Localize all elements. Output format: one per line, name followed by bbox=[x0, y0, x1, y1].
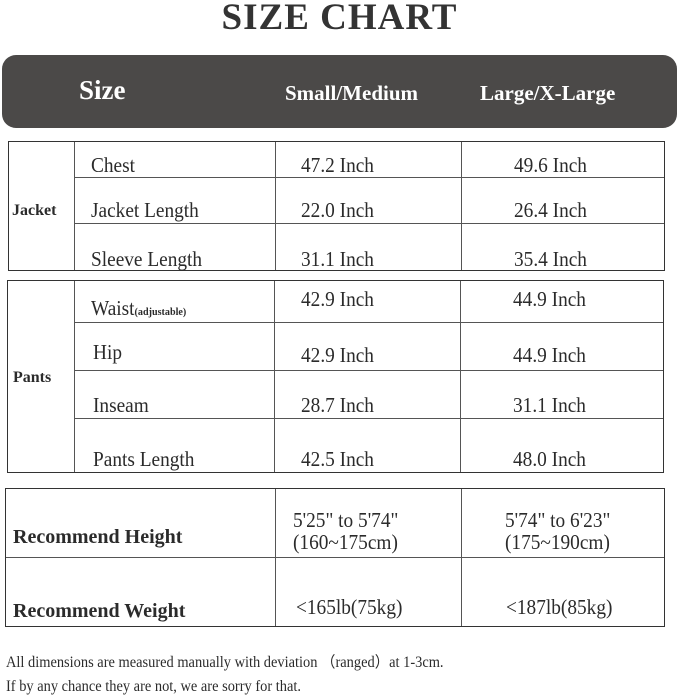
page-title: SIZE CHART bbox=[221, 0, 458, 38]
category-jacket: Jacket bbox=[12, 202, 57, 219]
value-cell: 5'25" to 5'74" bbox=[293, 508, 399, 532]
row-label: Inseam bbox=[93, 393, 149, 417]
recommend-height-label: Recommend Height bbox=[13, 526, 183, 548]
value-cell: 49.6 Inch bbox=[514, 153, 587, 177]
waist-label: Waist bbox=[91, 296, 135, 320]
value-cell: 42.5 Inch bbox=[301, 447, 374, 471]
row-label: Pants Length bbox=[93, 447, 195, 471]
value-cell: 31.1 Inch bbox=[301, 247, 374, 271]
row-label: Waist(adjustable) bbox=[91, 296, 186, 321]
value-cell: 42.9 Inch bbox=[301, 343, 374, 367]
row-label: Hip bbox=[93, 340, 122, 364]
value-cell: 48.0 Inch bbox=[513, 447, 586, 471]
value-cell: <187lb(85kg) bbox=[506, 595, 613, 619]
value-cell: 5'74" to 6'23" bbox=[505, 508, 611, 532]
waist-note: (adjustable) bbox=[134, 306, 187, 318]
recommend-weight-label: Recommend Weight bbox=[13, 600, 186, 622]
header-size: Size bbox=[79, 75, 126, 105]
value-cell: 22.0 Inch bbox=[301, 198, 374, 222]
value-cell: (160~175cm) bbox=[293, 530, 398, 554]
row-label: Chest bbox=[91, 153, 136, 177]
footer-note-1: All dimensions are measured manually wit… bbox=[6, 654, 444, 671]
value-cell: (175~190cm) bbox=[505, 530, 610, 554]
footer-note-2: If by any chance they are not, we are so… bbox=[6, 678, 301, 695]
value-cell: 35.4 Inch bbox=[514, 247, 587, 271]
row-label: Jacket Length bbox=[91, 198, 199, 222]
value-cell: 47.2 Inch bbox=[301, 153, 374, 177]
header-large-xlarge: Large/X-Large bbox=[480, 81, 616, 105]
value-cell: 44.9 Inch bbox=[513, 287, 586, 311]
jacket-table: Jacket Chest 47.2 Inch 49.6 Inch Jacket … bbox=[8, 141, 665, 271]
category-pants: Pants bbox=[13, 369, 52, 386]
pants-table: Pants Waist(adjustable) 42.9 Inch 44.9 I… bbox=[7, 280, 664, 473]
recommend-table: Recommend Height 5'25" to 5'74" (160~175… bbox=[5, 488, 665, 627]
header-bar: Size Small/Medium Large/X-Large bbox=[2, 55, 677, 128]
row-label: Sleeve Length bbox=[91, 247, 203, 271]
value-cell: 28.7 Inch bbox=[301, 393, 374, 417]
value-cell: <165lb(75kg) bbox=[296, 595, 403, 619]
value-cell: 31.1 Inch bbox=[513, 393, 586, 417]
value-cell: 44.9 Inch bbox=[513, 343, 586, 367]
value-cell: 26.4 Inch bbox=[514, 198, 587, 222]
value-cell: 42.9 Inch bbox=[301, 287, 374, 311]
header-small-medium: Small/Medium bbox=[285, 81, 419, 105]
